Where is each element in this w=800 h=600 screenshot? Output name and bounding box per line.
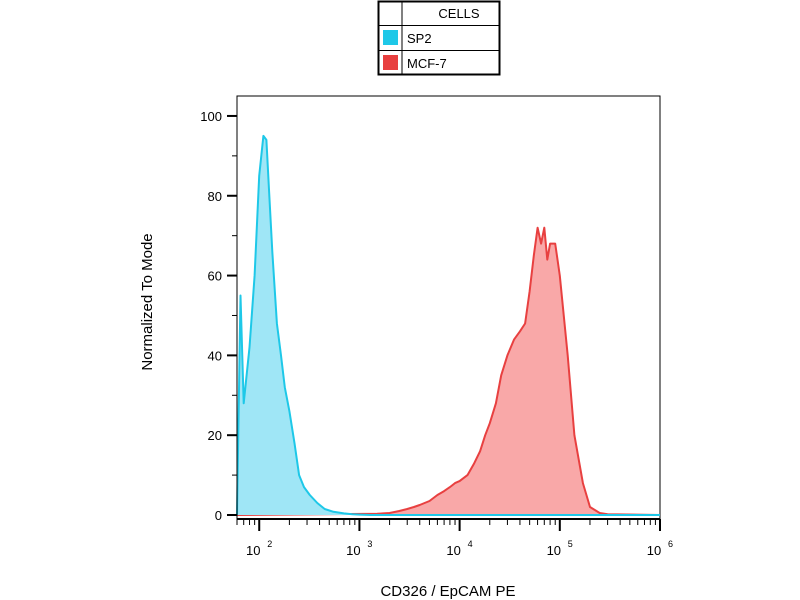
y-tick-label: 40	[208, 348, 222, 363]
series-layer	[236, 134, 661, 516]
legend-swatch-sp2	[383, 30, 398, 45]
x-tick-exponent: 2	[267, 539, 272, 549]
y-axis-title: Normalized To Mode	[139, 233, 156, 370]
x-tick-label: 10	[346, 543, 360, 558]
legend-title: CELLS	[438, 6, 480, 21]
x-tick-exponent: 4	[468, 539, 473, 549]
plot-frame	[236, 95, 661, 520]
x-tick-label: 10	[647, 543, 661, 558]
x-tick-exponent: 3	[367, 539, 372, 549]
series-line-sp2	[236, 134, 660, 516]
series-line-mcf7	[236, 226, 661, 516]
x-tick-label: 10	[246, 543, 260, 558]
legend-box	[377, 0, 501, 76]
x-axis-title: CD326 / EpCAM PE	[380, 583, 515, 600]
y-tick-label: 0	[215, 508, 222, 523]
series-area-sp2	[237, 135, 660, 515]
legend-label-mcf7: MCF-7	[407, 56, 447, 71]
series-area-mcf7	[237, 227, 660, 515]
x-tick-label: 10	[547, 543, 561, 558]
legend-label-sp2: SP2	[407, 31, 432, 46]
x-tick-exponent: 5	[568, 539, 573, 549]
y-axis: 0 20 40 60 80 100	[200, 96, 238, 523]
legend: CELLS SP2 MCF-7	[377, 0, 501, 76]
y-tick-label: 80	[208, 189, 222, 204]
legend-swatch-mcf7	[383, 55, 398, 70]
y-tick-label: 20	[208, 428, 222, 443]
x-axis: 10 2 10 3 10 4 10 5 10 6	[236, 518, 673, 558]
x-tick-label: 10	[446, 543, 460, 558]
y-tick-label: 100	[200, 109, 222, 124]
y-tick-label: 60	[208, 269, 222, 284]
x-tick-exponent: 6	[668, 539, 673, 549]
